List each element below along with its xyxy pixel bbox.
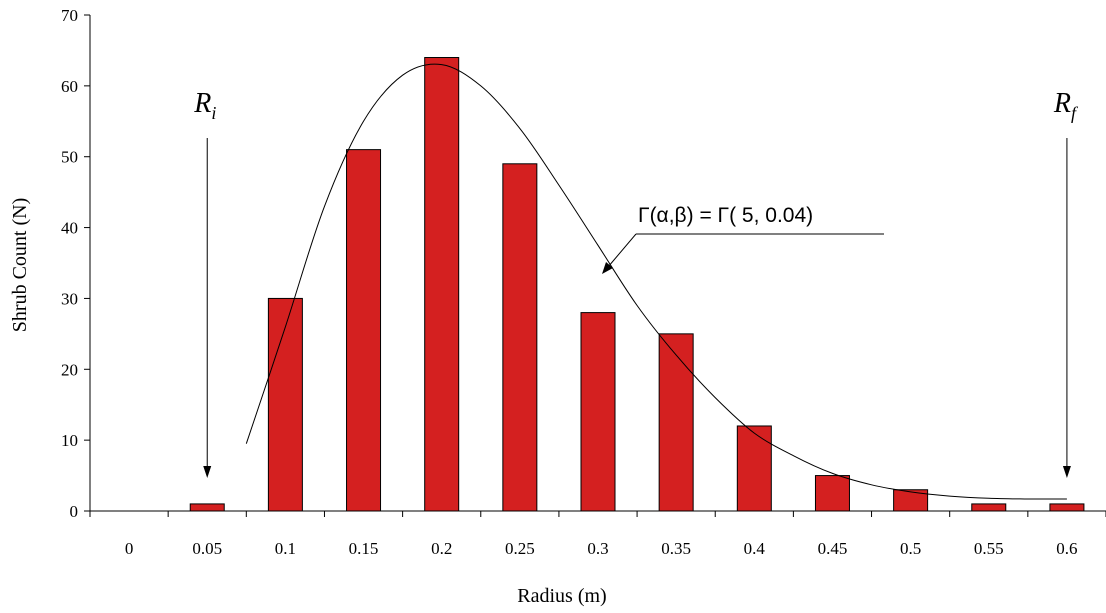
annotation-label: Rf: [1053, 88, 1079, 123]
x-tick-label: 0: [125, 539, 134, 558]
x-tick-label: 0.3: [587, 539, 608, 558]
annotation-rf: Rf: [1053, 88, 1079, 478]
y-tick-label: 70: [61, 6, 78, 25]
x-tick-label: 0.55: [974, 539, 1004, 558]
y-tick-label: 0: [70, 502, 79, 521]
annotation-ri: Ri: [193, 88, 216, 478]
x-tick-label: 0.45: [818, 539, 848, 558]
y-tick-label: 60: [61, 77, 78, 96]
x-tick-label: 0.15: [349, 539, 379, 558]
formula-arrowhead: [602, 262, 613, 274]
y-tick-label: 20: [61, 360, 78, 379]
annotations: Ri Rf: [193, 88, 1079, 478]
bar: [893, 489, 929, 512]
bar: [971, 503, 1007, 512]
bar: [502, 163, 538, 512]
x-tick-label: 0.05: [192, 539, 222, 558]
bar: [736, 425, 772, 512]
x-axis-title: Radius (m): [517, 585, 606, 607]
x-tick-label: 0.1: [275, 539, 296, 558]
formula-leader-line: [607, 233, 637, 268]
bar: [189, 503, 225, 512]
x-tick-label: 0.35: [661, 539, 691, 558]
gamma-formula-callout: Γ(α,β) = Γ( 5, 0.04): [602, 204, 884, 274]
bar: [267, 297, 303, 512]
x-tick-label: 0.6: [1056, 539, 1077, 558]
bars: [189, 57, 1085, 512]
y-axis: 0 10 20 30 40 50 60 70: [61, 6, 91, 521]
y-tick-label: 40: [61, 219, 78, 238]
x-tick-label: 0.5: [900, 539, 921, 558]
bar: [814, 475, 850, 512]
x-tick-label: 0.25: [505, 539, 535, 558]
bar: [346, 149, 382, 512]
annotation-arrowhead: [203, 466, 212, 478]
x-tick-label: 0.4: [744, 539, 766, 558]
bar: [658, 333, 694, 512]
y-tick-label: 30: [61, 289, 78, 308]
bar: [424, 57, 460, 512]
annotation-arrowhead: [1062, 466, 1071, 478]
y-tick-label: 10: [61, 431, 78, 450]
formula-label: Γ(α,β) = Γ( 5, 0.04): [638, 204, 813, 227]
annotation-label: Ri: [193, 88, 216, 123]
x-axis: 0 0.05 0.1 0.15 0.2 0.25 0.3 0.35 0.4 0.45 0.5 0.55…: [89, 510, 1106, 558]
bar: [580, 312, 616, 512]
y-tick-label: 50: [61, 148, 78, 167]
y-axis-title: Shrub Count (N): [9, 198, 31, 332]
x-tick-label: 0.2: [431, 539, 452, 558]
bar: [1049, 503, 1085, 512]
gamma-fit-curve: [245, 63, 1067, 500]
